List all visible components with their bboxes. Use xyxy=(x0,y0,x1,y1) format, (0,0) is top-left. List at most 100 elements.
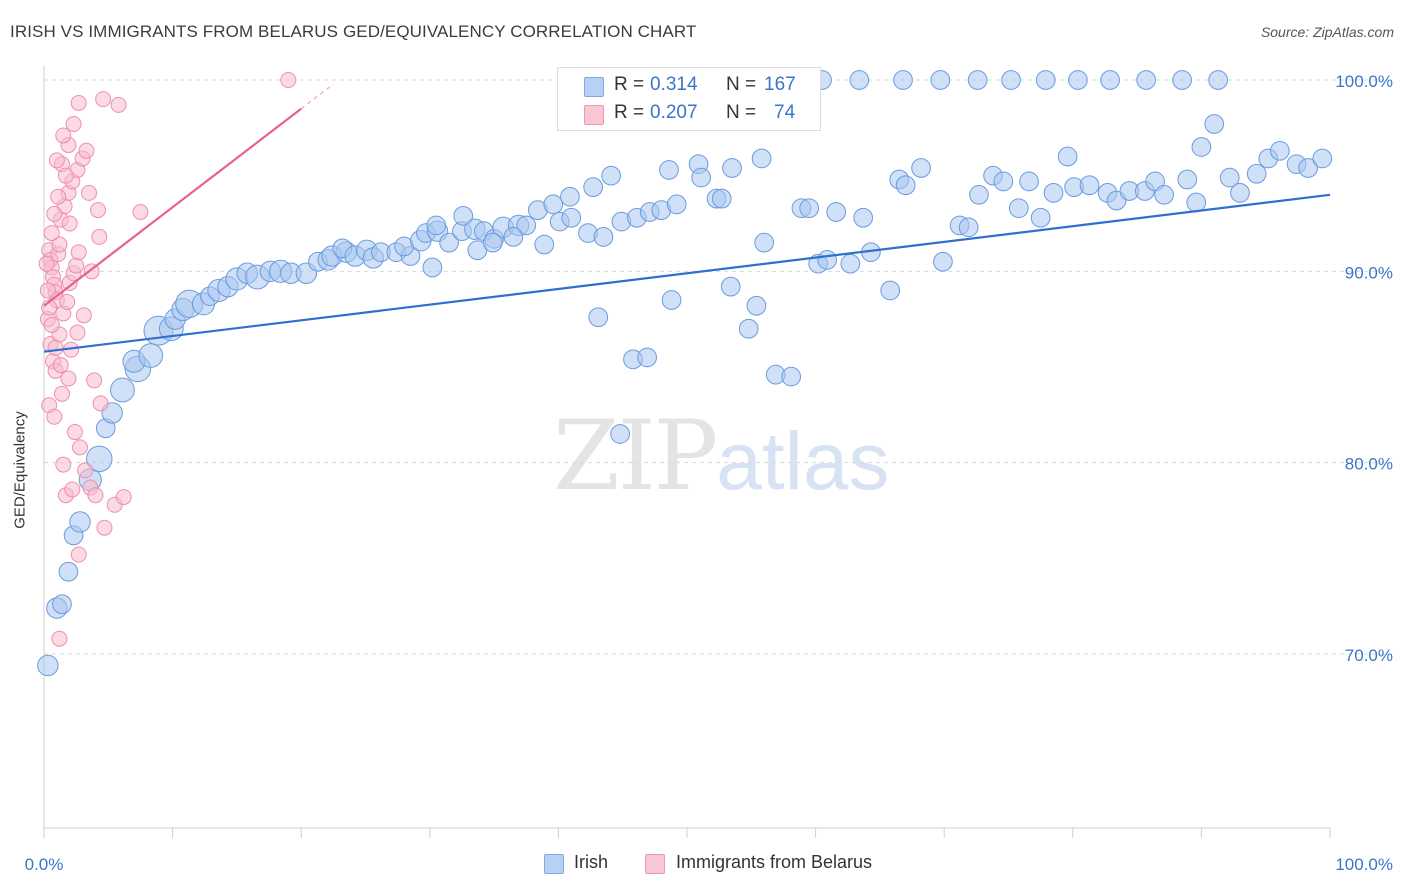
irish-point xyxy=(1219,167,1240,188)
irish-point xyxy=(1057,146,1078,167)
irish-point xyxy=(754,232,775,253)
belarus-trend-extension xyxy=(300,83,334,110)
x-tick-label: 100.0% xyxy=(1335,855,1393,874)
belarus-point xyxy=(86,372,103,389)
watermark-zip: ZIP xyxy=(553,400,718,512)
y-tick-label: 80.0% xyxy=(1345,455,1393,474)
belarus-point xyxy=(48,152,65,169)
irish-point xyxy=(958,217,979,238)
y-tick-label: 90.0% xyxy=(1345,263,1393,282)
belarus-point xyxy=(51,236,68,253)
belarus-n-value: 74 xyxy=(774,102,796,123)
irish-point xyxy=(969,184,989,205)
x-tick-label: 0.0% xyxy=(25,855,64,874)
irish-point xyxy=(826,202,847,222)
belarus-point xyxy=(96,519,113,536)
irish-point xyxy=(691,167,711,188)
irish-point xyxy=(588,307,609,328)
irish-point xyxy=(503,227,524,247)
irish-point xyxy=(482,232,503,253)
irish-point xyxy=(880,280,901,301)
belarus-point xyxy=(68,257,85,274)
irish-point xyxy=(746,295,767,316)
belarus-point xyxy=(66,424,83,441)
belarus-point xyxy=(110,96,127,113)
belarus-trend-line xyxy=(43,107,302,307)
irish-point xyxy=(426,215,447,236)
irish-point xyxy=(610,424,630,444)
irish-point xyxy=(930,70,951,90)
irish-point xyxy=(1269,140,1290,161)
r-label: R = xyxy=(614,102,645,123)
irish-point xyxy=(1312,148,1333,169)
irish-point xyxy=(933,251,953,272)
belarus-point xyxy=(69,324,86,341)
irish-point xyxy=(1079,175,1100,196)
belarus-point xyxy=(64,481,81,498)
belarus-point xyxy=(95,91,112,108)
r-label: R = xyxy=(614,74,645,95)
belarus-point xyxy=(55,456,72,473)
irish-point xyxy=(69,511,91,533)
y-tick-label: 70.0% xyxy=(1345,646,1393,665)
irish-point xyxy=(1246,163,1267,184)
belarus-legend-swatch xyxy=(645,854,665,874)
belarus-point xyxy=(65,116,82,133)
irish-point xyxy=(711,188,732,209)
irish-point xyxy=(1035,70,1056,90)
irish-point xyxy=(666,194,687,215)
belarus-point xyxy=(70,244,87,261)
irish-point xyxy=(453,205,474,226)
y-axis-label: GED/Equivalency xyxy=(11,411,29,529)
irish-point xyxy=(1172,70,1192,90)
belarus-point xyxy=(92,395,109,412)
series-legend: Irish Immigrants from Belarus xyxy=(0,852,1406,876)
stats-legend: R = 0.314 N = 167 R = 0.207 N = 74 xyxy=(557,67,821,131)
irish-point xyxy=(799,198,820,219)
irish-point xyxy=(659,160,679,180)
belarus-point xyxy=(132,204,149,221)
irish-point xyxy=(560,186,580,207)
belarus-point xyxy=(43,316,60,333)
irish-trend-line xyxy=(43,193,1331,353)
belarus-point xyxy=(38,255,55,272)
watermark-atlas: atlas xyxy=(716,416,890,507)
chart-title: IRISH VS IMMIGRANTS FROM BELARUS GED/EQU… xyxy=(10,22,697,41)
irish-point xyxy=(1298,158,1318,178)
irish-point xyxy=(993,171,1014,192)
irish-point xyxy=(817,250,838,270)
irish-point xyxy=(1043,183,1064,203)
irish-point xyxy=(1186,192,1207,213)
irish-r-value: 0.314 xyxy=(650,74,698,95)
irish-point xyxy=(1177,169,1198,190)
belarus-point xyxy=(39,282,56,299)
stats-legend-row-irish: R = 0.314 N = 167 xyxy=(558,72,820,100)
belarus-point xyxy=(60,370,77,387)
irish-point xyxy=(58,561,79,582)
irish-point xyxy=(895,175,916,196)
n-label: N = xyxy=(726,74,757,95)
y-tick-label: 100.0% xyxy=(1335,72,1393,91)
irish-point xyxy=(593,227,614,247)
irish-point xyxy=(661,290,682,310)
irish-point xyxy=(1154,184,1174,205)
irish-point xyxy=(1100,70,1120,90)
belarus-point xyxy=(78,142,95,159)
watermark: ZIPatlas xyxy=(553,400,889,512)
belarus-point xyxy=(115,489,132,506)
belarus-point xyxy=(90,202,107,219)
irish-point xyxy=(893,70,913,90)
irish-point xyxy=(853,207,874,228)
belarus-point xyxy=(70,94,87,111)
belarus-point xyxy=(51,630,68,647)
belarus-point xyxy=(47,339,64,356)
belarus-swatch xyxy=(584,105,604,125)
irish-point xyxy=(543,194,564,215)
belarus-point xyxy=(91,228,108,245)
irish-point xyxy=(637,347,657,368)
belarus-point xyxy=(70,546,87,563)
irish-point xyxy=(37,654,59,677)
irish-point xyxy=(967,70,988,90)
belarus-point xyxy=(81,184,98,201)
irish-point xyxy=(911,158,931,178)
